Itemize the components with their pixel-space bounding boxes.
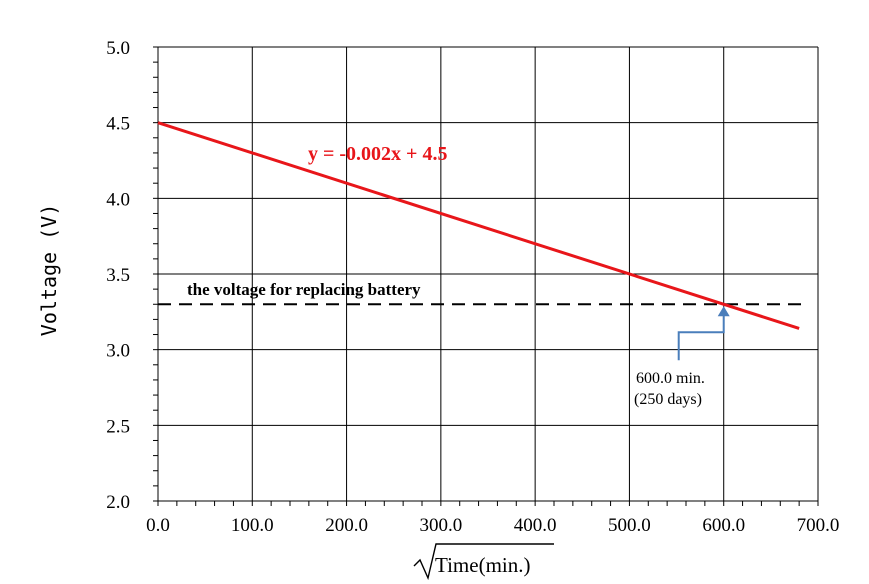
- data-marks: [157, 121, 809, 361]
- grid-lines: [157, 46, 819, 502]
- y-tick-label: 2.5: [106, 416, 130, 437]
- x-tick-label: 600.0: [702, 515, 745, 536]
- x-tick-label: 0.0: [146, 515, 170, 536]
- x-axis-label-text: Time(min.): [435, 553, 530, 577]
- annotation-arrow: [677, 313, 725, 361]
- x-axis-label: Time(min.): [413, 543, 554, 581]
- series-line: [157, 121, 800, 330]
- y-tick-labels: 2.0 2.5 3.0 3.5 4.0 4.5 5.0: [106, 38, 130, 513]
- y-tick-label: 2.0: [106, 492, 130, 513]
- y-tick-label: 5.0: [106, 38, 130, 59]
- y-axis-label: Voltage (V): [37, 204, 61, 336]
- y-tick-label: 4.0: [106, 189, 130, 210]
- y-tick-label: 3.0: [106, 341, 130, 362]
- equation-label: y = -0.002x + 4.5: [308, 143, 447, 165]
- annotation-arrowhead: [717, 306, 730, 317]
- y-tick-label: 3.5: [106, 265, 130, 286]
- x-tick-label: 700.0: [797, 515, 840, 536]
- y-tick-label: 4.5: [106, 114, 130, 135]
- annotation-line2: (250 days): [634, 391, 702, 408]
- annotation-line1: 600.0 min.: [636, 370, 705, 387]
- x-tick-label: 400.0: [514, 515, 557, 536]
- x-tick-labels: 0.0 100.0 200.0 300.0 400.0 500.0 600.0 700.0: [146, 515, 839, 536]
- x-tick-label: 500.0: [608, 515, 651, 536]
- x-tick-label: 300.0: [419, 515, 462, 536]
- threshold-label: the voltage for replacing battery: [187, 280, 421, 299]
- sqrt-symbol: [413, 543, 554, 581]
- x-tick-label: 200.0: [325, 515, 368, 536]
- plot-area: [153, 46, 819, 506]
- x-tick-label: 100.0: [231, 515, 274, 536]
